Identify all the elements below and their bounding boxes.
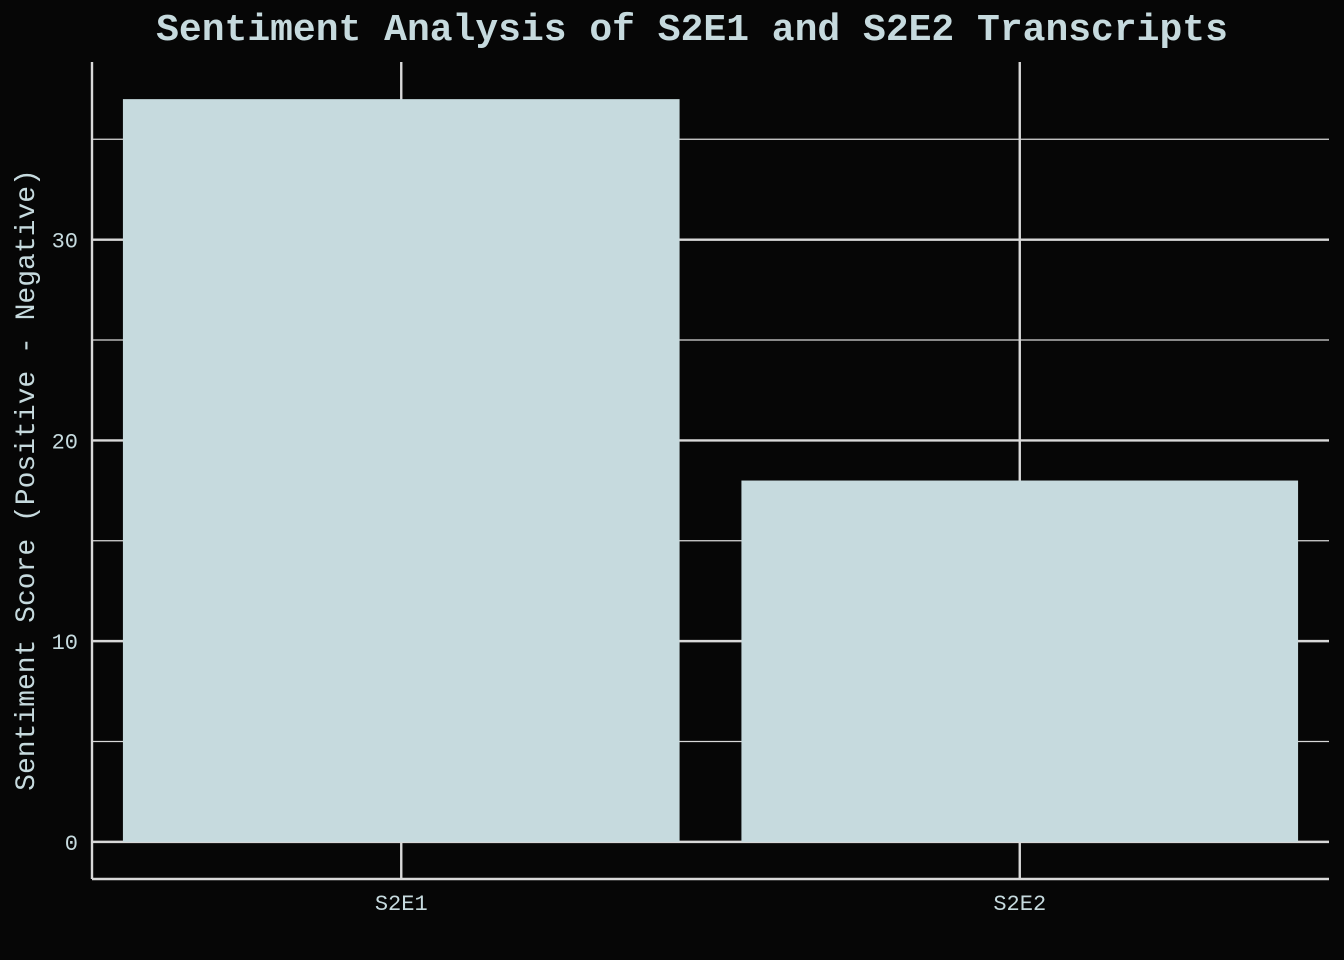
bars: [122, 99, 1299, 842]
bar-s2e1: [122, 99, 680, 842]
axes: [90, 62, 1329, 881]
y-tick-label: 20: [52, 430, 78, 455]
tick-labels: 0 10 20 30 S2E1 S2E2: [52, 230, 1047, 917]
x-tick-label: S2E1: [375, 892, 428, 917]
y-tick-label: 10: [52, 631, 78, 656]
y-axis-title: Sentiment Score (Positive - Negative): [12, 169, 43, 791]
bar-s2e2: [741, 480, 1299, 842]
x-tick-label: S2E2: [993, 892, 1046, 917]
y-tick-label: 0: [65, 832, 78, 857]
y-tick-label: 30: [52, 230, 78, 255]
chart-title: Sentiment Analysis of S2E1 and S2E2 Tran…: [156, 9, 1228, 52]
